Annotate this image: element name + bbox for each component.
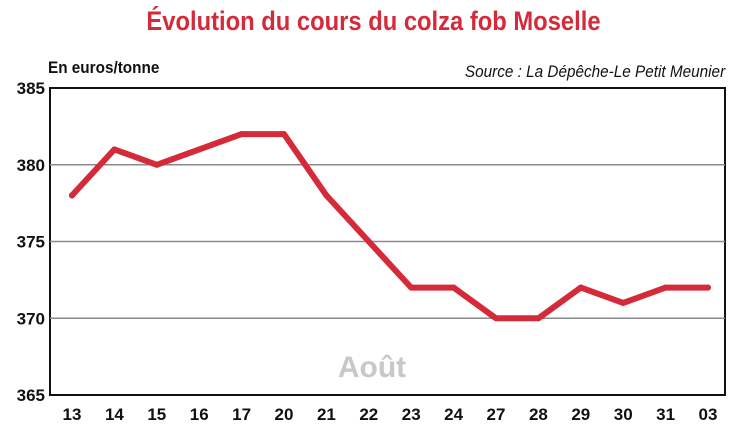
x-tick-label-27: 27 xyxy=(487,405,506,424)
x-tick-label-20: 20 xyxy=(275,405,294,424)
y-tick-label-385: 385 xyxy=(17,79,45,98)
x-tick-label-30: 30 xyxy=(614,405,633,424)
data-point-21 xyxy=(323,192,330,199)
data-point-22 xyxy=(365,238,372,245)
x-tick-label-14: 14 xyxy=(105,405,124,424)
chart-title: Évolution du cours du colza fob Moselle xyxy=(146,6,601,36)
data-point-28 xyxy=(535,315,542,322)
source-label: Source : La Dépêche-Le Petit Meunier xyxy=(464,62,725,81)
data-point-14 xyxy=(111,146,118,153)
data-point-03 xyxy=(705,284,711,291)
data-point-23 xyxy=(408,284,415,291)
x-tick-label-31: 31 xyxy=(656,405,675,424)
data-point-31 xyxy=(662,284,669,291)
data-point-16 xyxy=(196,146,203,153)
x-tick-label-13: 13 xyxy=(63,405,82,424)
y-tick-label-380: 380 xyxy=(17,156,45,175)
data-point-24 xyxy=(450,284,457,291)
month-annotation: Août xyxy=(338,351,406,384)
data-point-15 xyxy=(153,161,160,168)
x-tick-label-16: 16 xyxy=(190,405,209,424)
x-tick-label-17: 17 xyxy=(232,405,251,424)
x-tick-label-15: 15 xyxy=(147,405,166,424)
y-axis-unit-label: En euros/tonne xyxy=(48,58,160,77)
x-tick-label-29: 29 xyxy=(571,405,590,424)
x-tick-label-03: 03 xyxy=(699,405,718,424)
data-point-29 xyxy=(577,284,584,291)
data-point-20 xyxy=(281,131,287,138)
x-tick-label-24: 24 xyxy=(444,405,463,424)
x-tick-label-22: 22 xyxy=(359,405,378,424)
x-tick-label-23: 23 xyxy=(402,405,421,424)
series-line xyxy=(69,131,711,322)
y-tick-label-370: 370 xyxy=(17,309,45,328)
data-point-13 xyxy=(69,192,75,199)
data-point-17 xyxy=(238,131,245,138)
data-point-30 xyxy=(620,299,627,306)
y-tick-label-375: 375 xyxy=(17,233,45,252)
x-tick-label-21: 21 xyxy=(317,405,336,424)
y-tick-label-365: 365 xyxy=(17,386,45,405)
x-tick-label-28: 28 xyxy=(529,405,548,424)
data-point-27 xyxy=(493,315,499,322)
